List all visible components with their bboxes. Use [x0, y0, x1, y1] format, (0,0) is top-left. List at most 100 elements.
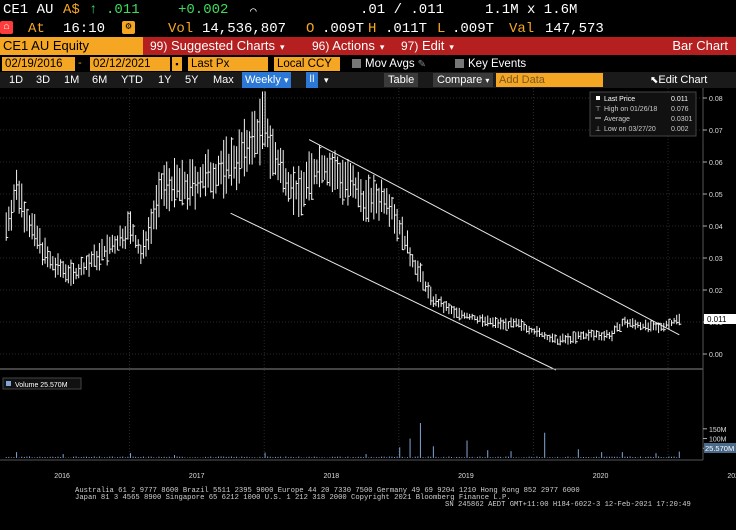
volume-tick-label: 100M [709, 437, 727, 444]
price-tick-label: 0.04 [709, 224, 723, 231]
period-3d[interactable]: 3D [36, 74, 51, 86]
time-tick-label: 2021 [727, 473, 736, 480]
last-volume-badge [704, 443, 736, 453]
value-traded: 147,573 [545, 21, 604, 37]
grid [0, 88, 703, 460]
high-value: .011T [385, 21, 428, 37]
val-label: Val [509, 21, 535, 37]
price-tick-label: 0.03 [709, 256, 723, 263]
chevron-down-icon[interactable]: ▾ [324, 75, 329, 85]
table-button[interactable]: Table [384, 73, 419, 87]
edit-button[interactable]: 97) Edit ▾ [401, 37, 454, 55]
period-6m[interactable]: 6M [92, 74, 108, 86]
price-chart[interactable]: 0.080.070.060.050.040.030.020.010.00 150… [0, 88, 736, 485]
actions-button[interactable]: 96) Actions ▾ [312, 37, 384, 55]
footer-line-1: Australia 61 2 9777 8600 Brazil 5511 239… [75, 487, 580, 495]
volume-legend-swatch [6, 381, 11, 386]
volume-legend: Volume 25.570M [2, 377, 82, 390]
footer: Australia 61 2 9777 8600 Brazil 5511 239… [0, 485, 736, 530]
edit-number: 97) [401, 39, 419, 53]
add-data-input[interactable]: Add Data [496, 73, 603, 87]
mov-avgs-label: Mov Avgs [365, 58, 415, 70]
legend-value-average: 0.0301 [671, 116, 693, 123]
legend-value-last: 0.011 [671, 96, 688, 103]
pointer-icon: ⬉ [650, 75, 659, 86]
time-tick-label: 2018 [324, 473, 340, 480]
title-bar: CE1 AU Equity 99) Suggested Charts ▾ 96) … [0, 37, 736, 55]
bid-ask-size: 1.1M x 1.6M [485, 2, 578, 18]
ticker: CE1 AU [3, 2, 54, 18]
tick-up-icon: ⌒ [250, 6, 257, 18]
frequency-label: Weekly [245, 74, 281, 86]
calendar-icon[interactable]: ▪ [172, 57, 182, 71]
suggested-charts-number: 99) [150, 39, 168, 53]
suggested-charts-label: Suggested Charts [170, 38, 276, 53]
field-bar: 02/19/2016 - 02/12/2021 ▪ Last Px Local … [0, 56, 736, 72]
security-field[interactable]: CE1 AU Equity [0, 37, 143, 55]
open-value: .009T [322, 21, 365, 37]
edit-chart-button[interactable]: ⬉Edit Chart [650, 72, 707, 89]
legend-label-high: High on 01/26/18 [604, 106, 657, 113]
chart-type-title: Bar Chart [672, 38, 728, 53]
time-tick-label: 2019 [458, 473, 474, 480]
currency-select[interactable]: Local CCY [274, 57, 340, 71]
suggested-charts-button[interactable]: 99) Suggested Charts ▾ [150, 37, 285, 55]
vol-label: Vol [168, 21, 194, 37]
period-max[interactable]: Max [213, 74, 234, 86]
volume-bars [5, 422, 680, 458]
last-price-badge-text: 0.011 [707, 315, 727, 324]
at-label: At [28, 21, 45, 37]
legend-label-low: Low on 03/27/20 [604, 126, 656, 133]
legend-label-last: Last Price [604, 96, 635, 103]
last-volume-badge-text: 25.570M [705, 444, 734, 453]
trendline [308, 139, 680, 336]
edit-chart-label: Edit Chart [658, 74, 708, 86]
legend-value-low: 0.002 [671, 126, 689, 133]
chevron-down-icon: ▾ [379, 42, 385, 52]
period-5y[interactable]: 5Y [185, 74, 199, 86]
trendlines [230, 139, 680, 371]
period-1m[interactable]: 1M [64, 74, 80, 86]
field-select[interactable]: Last Px [188, 57, 268, 71]
low-label: L [437, 21, 446, 37]
pencil-icon[interactable]: ✎ [417, 59, 427, 70]
chevron-down-icon: ▾ [283, 75, 289, 85]
price-tick-label: 0.00 [709, 352, 723, 359]
price-tick-label: 0.08 [709, 96, 723, 103]
time-tick-label: 2020 [593, 473, 609, 480]
time-axis: 2016 2017 2018 2019 2020 2021 [0, 459, 736, 480]
trendline [230, 212, 557, 371]
date-separator: - [78, 57, 82, 69]
volume-legend-label: Volume 25.570M [15, 382, 68, 389]
price-tick-label: 0.07 [709, 128, 723, 135]
time-tick-label: 2017 [189, 473, 205, 480]
quote-line: CE1 AU A$ ↑ .011 +0.002 ⌒ .01 / .011 1.1… [0, 0, 736, 37]
chart-background [0, 88, 736, 485]
footer-line-3: SN 245862 AEDT GMT+11:00 H184-6022-3 12-… [445, 501, 691, 509]
compare-label: Compare [437, 74, 483, 86]
frequency-select[interactable]: Weekly ▾ [242, 72, 292, 88]
price-tick-label: 0.06 [709, 160, 723, 167]
chart-style-icon[interactable]: ǀǀ [306, 72, 318, 88]
actions-label: Actions [332, 38, 375, 53]
key-events-toggle[interactable]: Key Events [455, 57, 526, 71]
legend-high-marker: ⊤ [595, 106, 601, 113]
price-tick-label: 0.05 [709, 192, 723, 199]
footer-line-2: Japan 81 3 4565 8900 Singapore 65 6212 1… [75, 494, 511, 502]
compare-button[interactable]: Compare ▾ [433, 73, 494, 87]
start-date-input[interactable]: 02/19/2016 [2, 57, 75, 71]
last-price: .011 [106, 2, 140, 18]
legend: Last Price 0.011 ⊤ High on 01/26/18 0.07… [589, 91, 697, 137]
trade-time: 16:10 [63, 21, 106, 37]
legend-box [589, 91, 697, 137]
price-tick-label: 0.02 [709, 288, 723, 295]
end-date-input[interactable]: 02/12/2021 [90, 57, 170, 71]
edit-label: Edit [421, 38, 445, 53]
key-events-label: Key Events [468, 58, 527, 70]
chevron-down-icon: ▾ [449, 42, 454, 52]
period-ytd[interactable]: YTD [121, 74, 143, 86]
checkbox-icon [455, 59, 464, 68]
period-1y[interactable]: 1Y [158, 74, 172, 86]
mov-avgs-toggle[interactable]: Mov Avgs ✎ [352, 57, 426, 72]
period-1d[interactable]: 1D [9, 74, 24, 86]
